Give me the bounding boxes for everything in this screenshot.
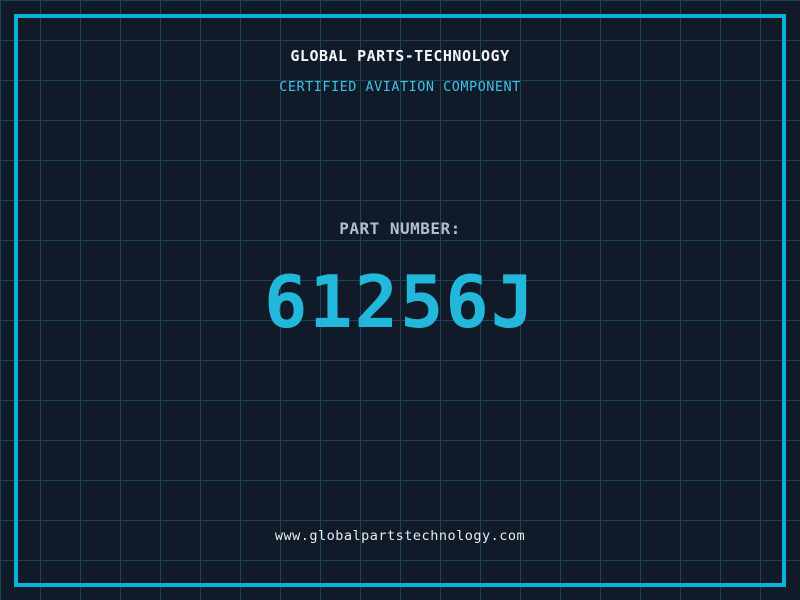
part-number-value: 61256J — [263, 260, 537, 344]
frame-border — [14, 14, 786, 587]
certification-subtitle: CERTIFIED AVIATION COMPONENT — [279, 79, 521, 95]
company-name: GLOBAL PARTS-TECHNOLOGY — [290, 47, 510, 65]
part-number-label: PART NUMBER: — [339, 219, 461, 238]
website-url: www.globalpartstechnology.com — [274, 528, 526, 544]
